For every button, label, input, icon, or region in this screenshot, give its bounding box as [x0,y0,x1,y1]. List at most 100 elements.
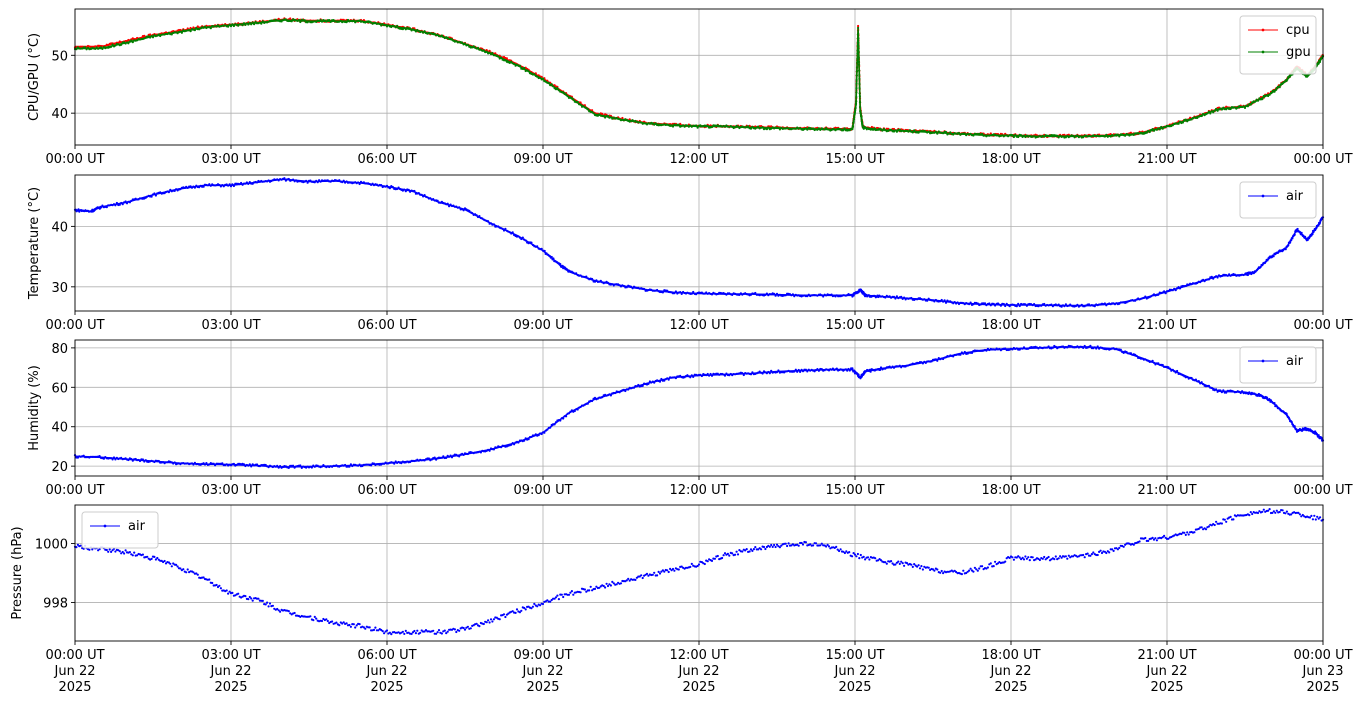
point [461,41,464,44]
point [855,95,858,99]
point [1317,62,1320,65]
point [130,39,133,42]
point [1220,391,1223,394]
point [969,301,972,304]
point [713,557,717,560]
point [856,57,859,60]
point [858,82,861,85]
point [1232,518,1235,521]
point [232,462,235,465]
point [505,57,508,60]
point [656,574,659,577]
point [497,225,500,228]
point [583,588,587,591]
point [918,567,922,570]
point [1272,255,1275,258]
point [1095,347,1098,350]
point [346,18,350,22]
x-tick-label: 21:00 UT [1137,152,1196,167]
point [423,194,426,197]
x-tick-label: 06:00 UT Jun 22 2025 [357,648,416,695]
point [761,126,764,129]
point [511,231,514,234]
point [770,127,773,130]
point [478,215,481,218]
point [75,48,78,51]
point [764,293,767,296]
point [1176,369,1179,373]
point [1047,345,1050,348]
point [1207,110,1210,113]
point [1190,118,1193,121]
point [219,587,222,590]
point [731,552,734,555]
point [250,23,253,26]
point [1022,558,1026,561]
point [105,206,108,209]
point [550,83,553,86]
point [221,462,224,465]
legend-marker-cpu [1261,28,1265,32]
point [933,569,936,572]
point [338,624,341,627]
point [976,569,979,572]
point [1024,135,1027,139]
point [244,23,247,26]
point [710,374,714,377]
point [816,128,819,131]
point [520,609,523,612]
point [942,132,945,135]
point [111,458,114,461]
point [118,203,121,206]
point [310,466,313,469]
point [1261,510,1264,513]
point [1174,289,1177,292]
point [1287,244,1290,247]
point [768,545,771,548]
point [697,563,701,566]
point [541,77,545,80]
point [986,566,990,569]
point [666,569,669,572]
point [407,188,410,191]
point [819,544,822,547]
point [1041,557,1044,560]
point [1318,221,1322,224]
point [261,599,264,603]
point [855,82,858,85]
point [604,586,607,589]
point [994,304,997,307]
point [1236,106,1239,109]
point [149,36,152,39]
point [859,105,862,109]
point [556,87,559,90]
point [255,181,259,184]
point [390,633,393,636]
point [796,370,799,373]
point [605,582,608,585]
point [357,181,360,184]
y-axis-label: Temperature (°C) [27,187,42,300]
point [115,201,118,205]
point [927,130,930,133]
point [435,632,438,635]
point [1190,376,1193,380]
point [370,183,373,186]
point [500,56,503,59]
point [1109,135,1112,138]
point [1072,134,1075,138]
point [559,263,562,266]
point [1219,389,1222,392]
point [1207,384,1210,387]
point [857,45,860,49]
point [820,294,823,297]
point [313,181,316,184]
point [1163,290,1166,293]
point [857,60,861,63]
point [1293,233,1296,236]
point [1210,386,1213,390]
point [313,615,316,619]
point [342,18,345,21]
point [91,548,94,551]
point [176,565,179,568]
